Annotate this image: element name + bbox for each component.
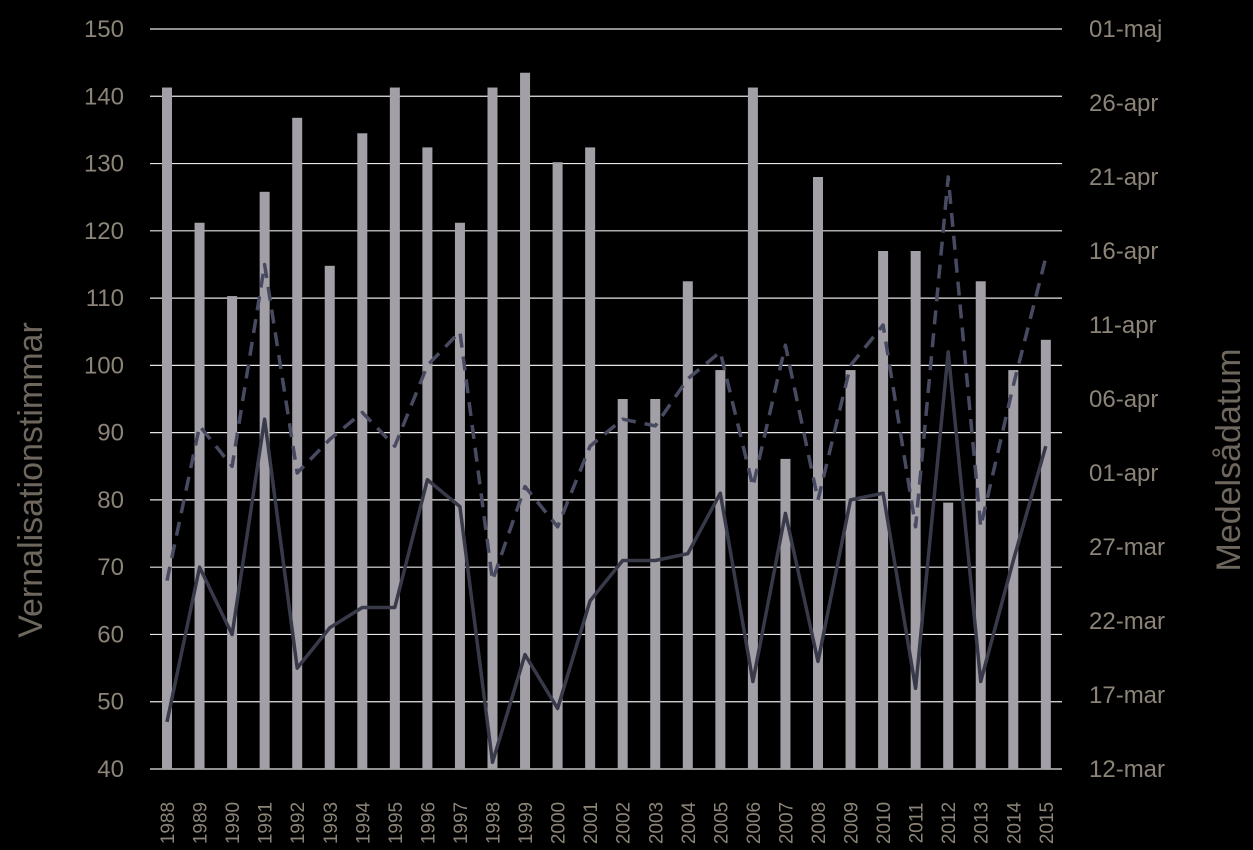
bar: [715, 370, 726, 769]
x-tick-label: 2001: [581, 802, 602, 844]
x-tick-label: 2013: [972, 802, 993, 844]
x-tick-label: 1989: [191, 802, 212, 844]
bar: [975, 281, 986, 769]
x-tick-label: 2014: [1004, 801, 1025, 844]
y-tick-label-left: 100: [84, 352, 124, 379]
bar: [292, 117, 303, 770]
x-axis-ticks: 1988 1989 1990 1991 1992 1993 1994 1995 1996 1997…: [158, 801, 1058, 844]
x-tick-label: 1990: [223, 802, 244, 844]
x-tick-label: 2002: [614, 802, 635, 844]
bar: [845, 370, 856, 769]
right-axis-ticks: 12-mar 17-mar 22-mar 27-mar 01-apr 06-apr 11-a…: [1089, 16, 1165, 783]
y-tick-label-right: 26-apr: [1089, 90, 1158, 117]
x-tick-label: 1997: [451, 802, 472, 844]
y-tick-label-left: 80: [97, 487, 124, 514]
y-tick-label-left: 150: [84, 16, 124, 43]
solid-series-line: [165, 350, 1048, 765]
y-tick-label-left: 130: [84, 151, 124, 178]
y-tick-label-right: 17-mar: [1089, 682, 1165, 709]
bar: [878, 251, 889, 769]
bar: [324, 265, 335, 769]
x-tick-label: 2012: [939, 802, 960, 844]
x-tick-label: 2011: [907, 803, 928, 844]
bar: [813, 177, 823, 769]
y-axis-title-right: Medelsådatum: [1210, 348, 1248, 571]
x-tick-label: 2006: [744, 802, 765, 844]
bar: [617, 399, 628, 769]
x-tick-label: 2003: [646, 802, 667, 844]
bar: [487, 87, 498, 769]
x-tick-label: 1998: [484, 802, 505, 844]
x-tick-label: 2008: [809, 802, 830, 844]
bar: [194, 222, 205, 769]
x-tick-label: 1995: [386, 802, 407, 844]
y-tick-label-left: 140: [84, 83, 124, 110]
x-tick-label: 2015: [1037, 802, 1058, 844]
y-tick-label-left: 60: [97, 621, 124, 648]
bar: [910, 251, 921, 769]
bar: [227, 296, 238, 769]
bar: [943, 502, 954, 769]
bar: [1040, 339, 1051, 769]
y-axis-title-left: Vernalisationstimmar: [12, 322, 50, 638]
bar: [162, 87, 172, 769]
x-tick-label: 1996: [418, 802, 439, 844]
y-tick-label-right: 01-maj: [1089, 16, 1162, 43]
x-tick-label: 1994: [353, 801, 374, 844]
y-tick-label-right: 27-mar: [1089, 534, 1165, 561]
x-tick-label: 2000: [549, 802, 570, 844]
y-tick-label-right: 11-apr: [1089, 312, 1157, 339]
bar: [585, 147, 596, 769]
bar: [454, 222, 465, 769]
y-tick-label-left: 40: [97, 756, 124, 783]
x-tick-label: 1993: [321, 802, 342, 844]
y-tick-label-right: 16-apr: [1089, 238, 1158, 265]
bar: [747, 87, 758, 769]
x-tick-label: 2009: [842, 802, 863, 844]
bar: [650, 399, 661, 769]
gridlines: [150, 28, 1062, 770]
y-tick-label-left: 90: [97, 420, 124, 447]
y-tick-label-left: 110: [86, 285, 124, 312]
y-tick-label-left: 70: [97, 554, 124, 581]
x-tick-label: 2004: [679, 801, 700, 844]
bar: [389, 87, 400, 769]
y-tick-label-right: 06-apr: [1089, 386, 1158, 413]
x-tick-label: 1988: [158, 802, 179, 844]
x-tick-label: 2007: [776, 802, 797, 844]
x-tick-label: 2005: [711, 802, 732, 844]
y-tick-label-right: 21-apr: [1089, 164, 1158, 191]
bar: [780, 458, 791, 769]
y-tick-label-right: 12-mar: [1089, 756, 1165, 783]
bar: [552, 162, 563, 769]
bar: [1008, 370, 1019, 769]
x-tick-label: 1991: [256, 802, 277, 844]
bar: [259, 191, 270, 770]
line-series: [165, 175, 1048, 765]
x-tick-label: 2010: [874, 802, 895, 844]
bar: [520, 72, 531, 769]
y-tick-label-right: 22-mar: [1089, 608, 1165, 635]
bar: [422, 147, 433, 769]
x-tick-label: 1992: [288, 802, 309, 844]
bar: [357, 133, 368, 770]
y-tick-label-right: 01-apr: [1089, 460, 1158, 487]
x-tick-label: 1999: [516, 802, 537, 844]
y-tick-label-left: 50: [97, 689, 124, 716]
y-tick-label-left: 120: [84, 218, 124, 245]
bar: [682, 281, 693, 769]
left-axis-ticks: 40 50 60 70 80 90 100 110 120 130 140 150: [84, 16, 124, 783]
dashed-series-line: [165, 175, 1048, 583]
bar-series: [162, 72, 1051, 770]
